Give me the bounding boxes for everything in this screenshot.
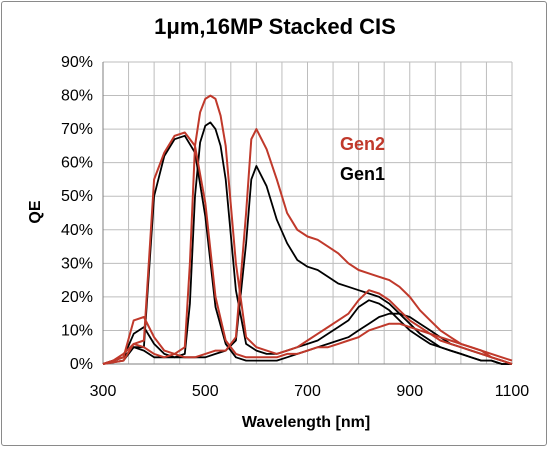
axes xyxy=(102,62,512,365)
y-tick-label: 10% xyxy=(61,322,93,339)
series-gen2-blue xyxy=(102,131,513,365)
x-tick-label: 900 xyxy=(396,383,423,400)
y-tick-label: 0% xyxy=(70,356,93,373)
legend-gen1: Gen1 xyxy=(340,164,385,184)
y-tick-label: 80% xyxy=(61,88,93,105)
grid xyxy=(102,61,513,365)
y-axis-label: QE xyxy=(27,200,44,223)
x-tick-label: 500 xyxy=(192,383,219,400)
y-tick-label: 90% xyxy=(61,54,93,71)
chart-title: 1μm,16MP Stacked CIS xyxy=(154,14,396,39)
legend-gen2: Gen2 xyxy=(340,134,385,154)
y-tick-label: 50% xyxy=(61,188,93,205)
y-tick-label: 70% xyxy=(61,121,93,138)
y-tick-label: 60% xyxy=(61,155,93,172)
y-tick-label: 30% xyxy=(61,255,93,272)
x-tick-label: 300 xyxy=(90,383,117,400)
x-axis-label: Wavelength [nm] xyxy=(242,414,370,431)
series-gen1-red xyxy=(102,165,512,365)
x-tick-label: 1100 xyxy=(495,383,530,400)
series-gen2-red xyxy=(102,128,513,365)
series-gen2-green xyxy=(102,94,513,365)
y-tick-label: 40% xyxy=(61,222,93,239)
x-tick-label: 700 xyxy=(294,383,321,400)
tick-labels: 0% 10% 20% 30% 40% 50% 60% 70% 80% 90% 300 500 700 90… xyxy=(61,54,529,400)
series-layer xyxy=(102,94,513,365)
y-tick-label: 20% xyxy=(61,289,93,306)
